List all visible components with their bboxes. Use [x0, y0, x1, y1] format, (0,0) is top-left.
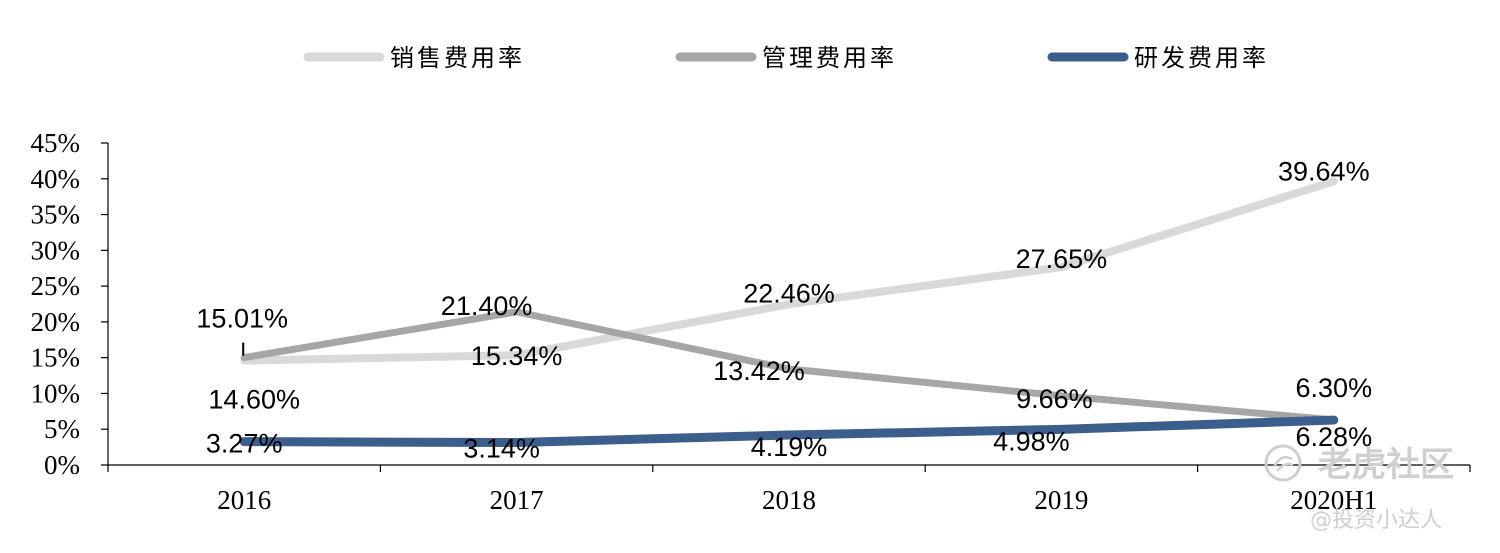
y-tick-label: 35%	[31, 200, 81, 230]
rd-ratio-label: 4.19%	[751, 432, 828, 462]
y-tick-label: 5%	[44, 414, 80, 444]
y-tick-label: 45%	[31, 128, 81, 158]
admin-ratio-label: 15.01%	[196, 304, 288, 334]
rd-ratio-label: 4.98%	[993, 426, 1070, 456]
rd-ratio-label: 6.28%	[1296, 422, 1373, 452]
y-tick-label: 10%	[31, 378, 81, 408]
legend-label: 管理费用率	[762, 44, 897, 72]
sales-ratio-label: 39.64%	[1278, 156, 1370, 186]
admin-expense-ratio-line	[240, 308, 1338, 424]
data-labels: 14.60% 15.34% 22.46% 27.65% 39.64% 15.01% 21.4…	[196, 156, 1372, 463]
watermark-handle-text: @投资小达人	[1310, 508, 1442, 533]
y-tick-label: 40%	[31, 164, 81, 194]
y-tick-label: 30%	[31, 235, 81, 265]
legend-label: 销售费用率	[390, 44, 525, 72]
admin-ratio-label: 6.30%	[1296, 373, 1373, 403]
legend-item-sales: 销售费用率	[303, 44, 525, 72]
sales-ratio-label: 14.60%	[208, 385, 300, 415]
x-tick-label: 2018	[762, 485, 816, 515]
rd-expense-ratio-line	[239, 415, 1339, 448]
x-tick-label: 2020H1	[1290, 485, 1377, 515]
series-lines	[239, 177, 1339, 448]
watermark-logo-icon	[1264, 444, 1302, 482]
legend: 销售费用率 管理费用率 研发费用率	[303, 44, 1269, 72]
admin-ratio-label: 9.66%	[1016, 384, 1093, 414]
sales-ratio-label: 27.65%	[1016, 244, 1108, 274]
y-tick-label: 0%	[44, 450, 80, 480]
legend-item-rd: 研发费用率	[1047, 44, 1269, 72]
rd-ratio-label: 3.14%	[463, 434, 540, 464]
admin-ratio-label: 21.40%	[441, 291, 533, 321]
y-tick-label: 25%	[31, 271, 81, 301]
legend-label: 研发费用率	[1134, 44, 1269, 72]
legend-item-admin: 管理费用率	[675, 44, 897, 72]
sales-ratio-label: 15.34%	[471, 341, 563, 371]
x-tick-label: 2016	[217, 485, 271, 515]
sales-ratio-label: 22.46%	[743, 278, 835, 308]
axes: 0% 5% 10% 15% 20% 25% 30% 35% 40% 45% 2016 2017 2018…	[31, 128, 1471, 515]
y-tick-label: 15%	[31, 343, 81, 373]
sales-expense-ratio-line	[240, 177, 1338, 365]
x-tick-label: 2019	[1034, 485, 1088, 515]
watermark-logo-text: 老虎社区	[1318, 445, 1454, 485]
rd-ratio-label: 3.27%	[206, 429, 283, 459]
y-tick-label: 20%	[31, 307, 81, 337]
watermark: 老虎社区 @投资小达人	[1264, 444, 1454, 533]
admin-ratio-label: 13.42%	[713, 356, 805, 386]
x-tick-label: 2017	[490, 485, 544, 515]
